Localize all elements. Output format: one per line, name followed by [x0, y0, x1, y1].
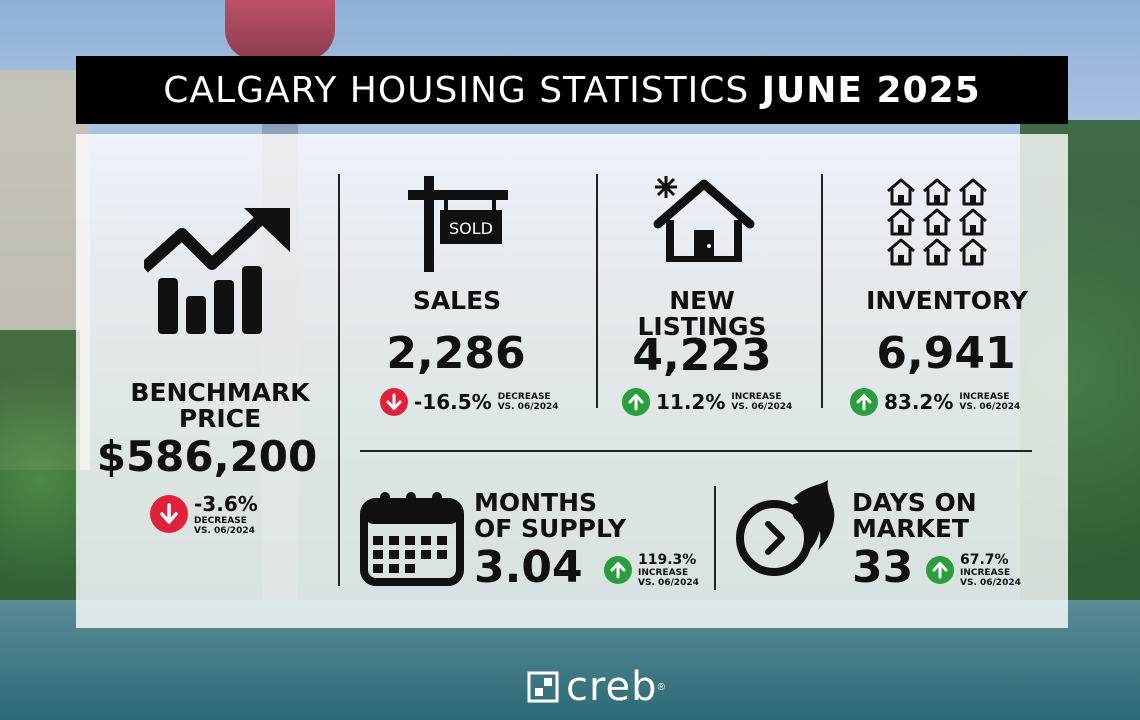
title-bar: CALGARY HOUSING STATISTICS JUNE 2025: [76, 56, 1068, 124]
registered-mark: ®: [657, 681, 665, 693]
small-house-icon: [887, 238, 915, 266]
new-listings-label-line2: LISTINGS: [637, 312, 767, 341]
small-house-icon: [959, 208, 987, 236]
inventory-change: 83.2% INCREASE VS. 06/2024: [850, 388, 1020, 416]
divider-vertical-3: [821, 174, 823, 408]
sales-value: 2,286: [386, 328, 526, 379]
fast-clock-icon: [736, 480, 835, 576]
months-supply-note1: INCREASE: [638, 568, 689, 578]
months-supply-change-pct: 119.3%: [638, 552, 697, 568]
benchmark-note2: VS. 06/2024: [194, 526, 255, 536]
calendar-cell: [389, 564, 399, 573]
new-listings-label-line1: NEW: [669, 286, 735, 315]
inventory-note1: INCREASE: [959, 392, 1010, 402]
months-supply-label-line1: MONTHS: [474, 488, 598, 517]
calendar-cell: [437, 550, 447, 559]
benchmark-value: $586,200: [96, 432, 318, 481]
title-prefix: CALGARY HOUSING STATISTICS: [163, 69, 750, 111]
title-period: JUNE 2025: [761, 69, 981, 111]
houses-grid-icon: [887, 178, 987, 266]
up-arrow-icon: [850, 388, 878, 416]
benchmark-change: -3.6% DECREASE VS. 06/2024: [150, 492, 258, 536]
small-house-icon: [887, 178, 915, 206]
calendar-cell: [389, 536, 399, 545]
new-listings-note2: VS. 06/2024: [731, 402, 793, 412]
small-house-icon: [923, 208, 951, 236]
up-arrow-icon: [622, 388, 650, 416]
tower-top: [225, 0, 335, 60]
small-house-icon: [887, 208, 915, 236]
calendar-cell: [437, 536, 447, 545]
days-on-market-label-line1: DAYS ON: [852, 488, 977, 517]
divider-horizontal: [360, 450, 1032, 452]
stats-panel: BENCHMARK PRICE $586,200 -3.6% DECREASE …: [76, 134, 1068, 628]
months-supply-label: MONTHS OF SUPPLY: [474, 490, 674, 542]
creb-logo-text: creb: [566, 664, 658, 710]
inventory-value: 6,941: [876, 328, 1016, 379]
months-supply-change: 119.3% INCREASE VS. 06/2024: [604, 552, 699, 588]
calendar-cell: [373, 550, 383, 559]
up-arrow-icon: [604, 556, 632, 584]
calendar-cell: [389, 550, 399, 559]
sales-change: -16.5% DECREASE VS. 06/2024: [380, 388, 559, 416]
trending-up-chart-icon: [144, 208, 290, 334]
creb-logo-icon: [527, 671, 559, 703]
benchmark-change-pct: -3.6%: [194, 492, 258, 516]
new-listings-label: NEW LISTINGS: [612, 288, 792, 340]
days-on-market-change-pct: 67.7%: [960, 552, 1009, 568]
new-listings-note1: INCREASE: [731, 392, 782, 402]
days-on-market-change: 67.7% INCREASE VS. 06/2024: [926, 552, 1021, 588]
calendar-cell: [405, 536, 415, 545]
divider-vertical-2: [596, 174, 598, 408]
sales-change-pct: -16.5%: [414, 390, 492, 414]
months-supply-value: 3.04: [474, 542, 583, 593]
calendar-cell: [421, 550, 431, 559]
sold-sign-icon: SOLD: [408, 176, 508, 272]
inventory-change-pct: 83.2%: [884, 390, 954, 414]
divider-vertical-bottom: [714, 486, 716, 590]
new-house-icon: [653, 176, 755, 262]
sales-note2: VS. 06/2024: [497, 402, 559, 412]
days-on-market-label-line2: MARKET: [852, 514, 969, 543]
new-listings-value: 4,223: [632, 330, 772, 381]
calendar-cell: [373, 564, 383, 573]
calendar-cell: [421, 536, 431, 545]
days-on-market-note2: VS. 06/2024: [960, 578, 1021, 588]
calendar-icon: [360, 492, 464, 586]
months-supply-note2: VS. 06/2024: [638, 578, 699, 588]
days-on-market-note1: INCREASE: [960, 568, 1011, 578]
small-house-icon: [923, 178, 951, 206]
trees-left: [0, 330, 80, 630]
small-house-icon: [923, 238, 951, 266]
small-house-icon: [959, 238, 987, 266]
inventory-label: INVENTORY: [866, 286, 1028, 315]
new-listings-change: 11.2% INCREASE VS. 06/2024: [622, 388, 792, 416]
creb-logo: creb ®: [526, 664, 665, 710]
page-title: CALGARY HOUSING STATISTICS JUNE 2025: [163, 70, 980, 111]
sales-label: SALES: [412, 286, 502, 315]
calendar-cell: [405, 550, 415, 559]
calendar-cell: [405, 564, 415, 573]
inventory-note2: VS. 06/2024: [959, 402, 1021, 412]
down-arrow-icon: [380, 388, 408, 416]
sales-note1: DECREASE: [497, 392, 551, 402]
benchmark-label: BENCHMARK PRICE: [96, 380, 344, 432]
up-arrow-icon: [926, 556, 954, 584]
sold-sign-text: SOLD: [449, 219, 493, 238]
divider-vertical-left: [338, 174, 340, 586]
down-arrow-icon: [150, 495, 188, 533]
days-on-market-label: DAYS ON MARKET: [852, 490, 1052, 542]
benchmark-label-line1: BENCHMARK: [130, 378, 310, 407]
days-on-market-value: 33: [852, 542, 914, 593]
months-supply-label-line2: OF SUPPLY: [474, 514, 627, 543]
new-listings-change-pct: 11.2%: [656, 390, 726, 414]
benchmark-note1: DECREASE: [194, 516, 247, 526]
small-house-icon: [959, 178, 987, 206]
calendar-cell: [373, 536, 383, 545]
benchmark-label-line2: PRICE: [178, 404, 262, 433]
